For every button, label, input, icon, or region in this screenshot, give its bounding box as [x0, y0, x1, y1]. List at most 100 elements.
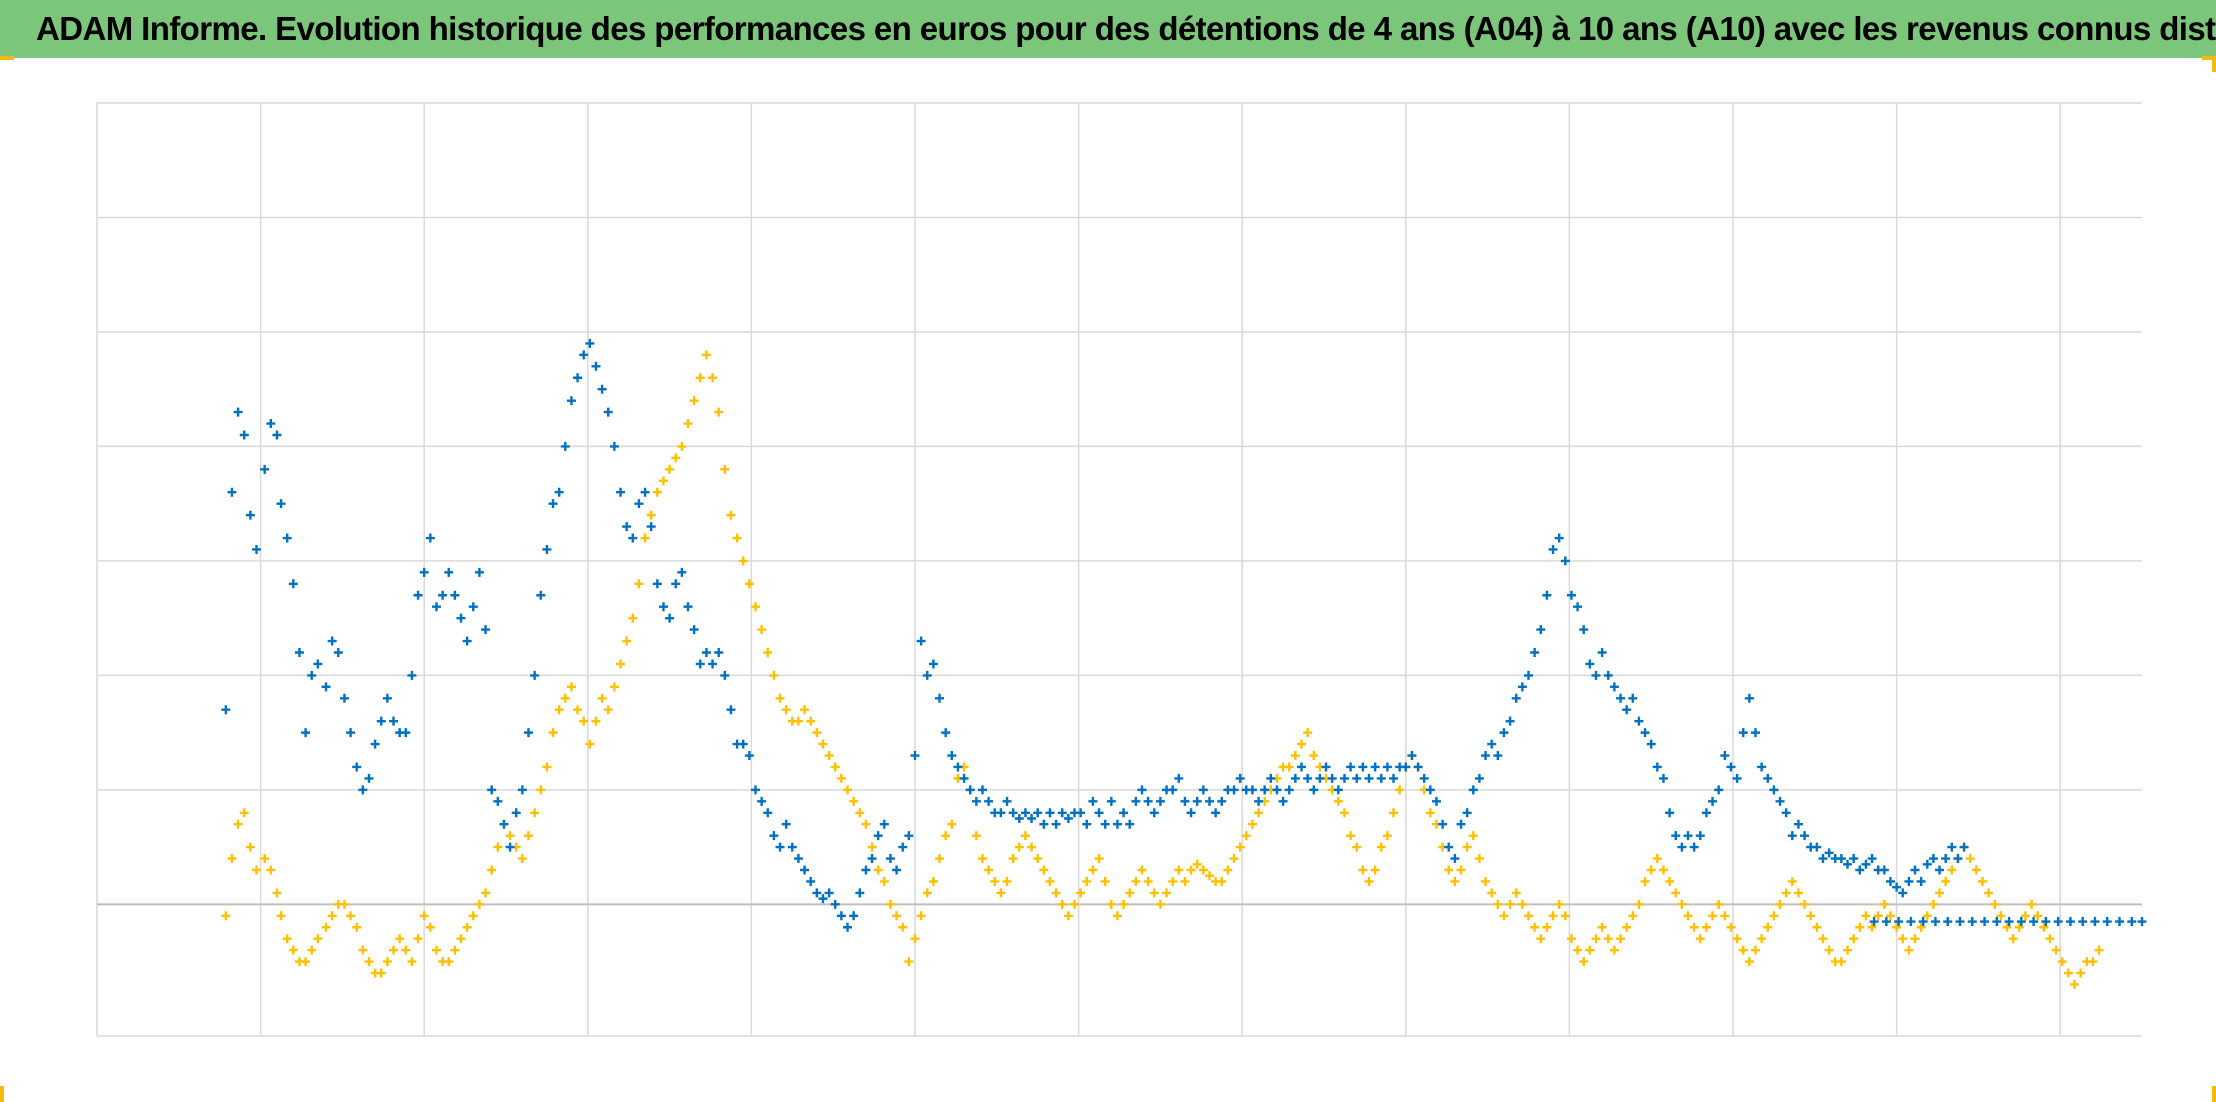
data-point-s0-145	[1112, 819, 1122, 829]
data-point-s0-197	[1431, 796, 1441, 806]
data-point-s0-199	[1444, 842, 1454, 852]
data-point-s1-64	[616, 659, 626, 669]
data-point-s0-250	[1757, 762, 1767, 772]
data-point-s0-147	[1125, 819, 1135, 829]
data-point-s0-220	[1573, 602, 1583, 612]
data-point-s1-31	[413, 934, 423, 944]
data-point-s1-69	[646, 510, 656, 520]
data-point-s1-255	[1787, 876, 1797, 886]
data-point-s1-50	[530, 808, 540, 818]
data-point-s0-93	[793, 854, 803, 864]
data-point-s1-286	[1977, 876, 1987, 886]
data-point-s1-233	[1652, 854, 1662, 864]
data-point-s0-146	[1119, 808, 1129, 818]
data-point-s1-188	[1376, 842, 1386, 852]
data-point-s1-66	[628, 613, 638, 623]
data-point-s0-235	[1665, 808, 1675, 818]
data-point-s0-249	[1750, 728, 1760, 738]
data-point-s0-33	[425, 533, 435, 543]
data-point-s1-34	[431, 945, 441, 955]
data-point-s2-4	[1918, 917, 1928, 927]
data-point-s1-257	[1800, 899, 1810, 909]
title-bar: ADAM Informe. Evolution historique des p…	[0, 0, 2216, 58]
data-point-s0-77	[695, 659, 705, 669]
data-point-s1-245	[1726, 922, 1736, 932]
data-point-s1-6	[260, 854, 270, 864]
data-point-s0-217	[1554, 533, 1564, 543]
data-point-s1-115	[928, 876, 938, 886]
data-point-s2-12	[2016, 917, 2026, 927]
data-point-s1-39	[462, 922, 472, 932]
data-point-s1-87	[757, 625, 767, 635]
data-point-s1-158	[1192, 859, 1202, 869]
data-point-s0-106	[873, 831, 883, 841]
data-point-s1-128	[1008, 854, 1018, 864]
data-point-s0-70	[652, 579, 662, 589]
data-point-s1-273	[1898, 934, 1908, 944]
data-point-s1-4	[245, 842, 255, 852]
data-point-s1-305	[2094, 945, 2104, 955]
data-point-s0-19	[339, 693, 349, 703]
data-point-s1-207	[1493, 899, 1503, 909]
data-point-s0-30	[407, 670, 417, 680]
data-point-s0-272	[1892, 882, 1902, 892]
data-point-s1-181	[1333, 796, 1343, 806]
data-point-s0-216	[1548, 544, 1558, 554]
data-point-s0-101	[843, 922, 853, 932]
data-point-s0-42	[481, 625, 491, 635]
data-point-s2-16	[2065, 917, 2075, 927]
data-point-s1-132	[1033, 854, 1043, 864]
data-point-s1-49	[523, 831, 533, 841]
data-point-s0-253	[1775, 796, 1785, 806]
data-point-s1-243	[1714, 899, 1724, 909]
data-point-s0-150	[1143, 796, 1153, 806]
data-point-s0-72	[665, 613, 675, 623]
data-point-s1-13	[301, 957, 311, 967]
data-point-s0-84	[738, 739, 748, 749]
data-point-s0-69	[646, 522, 656, 532]
data-point-s1-248	[1744, 957, 1754, 967]
data-point-s0-278	[1928, 854, 1938, 864]
data-point-s1-196	[1425, 808, 1435, 818]
data-point-s1-15	[313, 934, 323, 944]
data-point-s1-267	[1861, 911, 1871, 921]
data-point-s1-185	[1358, 865, 1368, 875]
data-point-s1-63	[609, 682, 619, 692]
data-point-s1-292	[2014, 922, 2024, 932]
data-point-s0-211	[1517, 682, 1527, 692]
data-point-s1-57	[573, 705, 583, 715]
data-point-s0-4	[245, 510, 255, 520]
data-point-s0-230	[1634, 716, 1644, 726]
data-point-s0-229	[1628, 693, 1638, 703]
data-point-s0-40	[468, 602, 478, 612]
data-point-s1-36	[444, 957, 454, 967]
data-point-s1-93	[793, 716, 803, 726]
data-point-s1-289	[1996, 911, 2006, 921]
data-point-s1-71	[658, 476, 668, 486]
data-point-s0-53	[548, 499, 558, 509]
data-point-s1-139	[1076, 888, 1086, 898]
data-point-s1-79	[708, 373, 718, 383]
data-point-s1-260	[1818, 934, 1828, 944]
data-point-s0-63	[609, 441, 619, 451]
data-point-s0-29	[401, 728, 411, 738]
data-point-s1-94	[800, 705, 810, 715]
data-point-s1-52	[542, 762, 552, 772]
data-point-s2-15	[2053, 917, 2063, 927]
data-point-s1-254	[1781, 888, 1791, 898]
data-point-s0-256	[1793, 819, 1803, 829]
data-point-s0-94	[800, 865, 810, 875]
data-point-s0-10	[282, 533, 292, 543]
data-point-s1-204	[1474, 854, 1484, 864]
data-point-s1-30	[407, 957, 417, 967]
data-point-s1-242	[1708, 911, 1718, 921]
data-point-s0-48	[517, 785, 527, 795]
data-point-s0-184	[1352, 773, 1362, 783]
data-point-s0-75	[683, 602, 693, 612]
data-point-s1-285	[1971, 865, 1981, 875]
data-point-s0-23	[364, 773, 374, 783]
data-point-s1-43	[487, 865, 497, 875]
data-point-s1-74	[677, 441, 687, 451]
data-point-s0-16	[321, 682, 331, 692]
data-point-s0-157	[1186, 808, 1196, 818]
